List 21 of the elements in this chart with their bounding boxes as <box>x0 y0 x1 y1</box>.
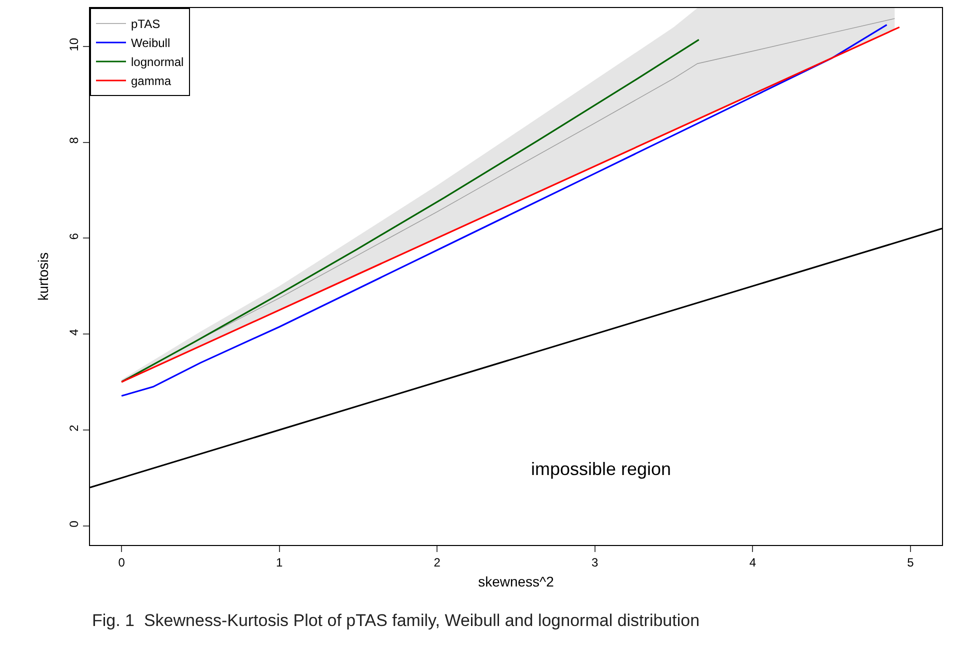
legend-label: Weibull <box>131 36 170 50</box>
y-tick-label: 0 <box>67 520 82 528</box>
x-tick-label: 4 <box>749 555 756 570</box>
legend-label: lognormal <box>131 55 184 70</box>
legend-label: gamma <box>131 74 172 88</box>
x-tick-label: 5 <box>907 555 914 570</box>
y-tick-label: 8 <box>67 136 82 144</box>
y-tick-label: 2 <box>67 424 82 432</box>
y-axis-title: kurtosis <box>34 252 51 301</box>
x-tick-label: 1 <box>276 555 283 570</box>
x-tick-label: 2 <box>434 555 441 570</box>
y-tick-label: 10 <box>67 38 82 52</box>
legend-label: pTAS <box>131 17 160 32</box>
x-tick-label: 3 <box>592 555 599 570</box>
line-series <box>120 38 700 383</box>
y-tick-label: 4 <box>67 328 82 336</box>
y-tick-label: 6 <box>67 232 82 240</box>
x-tick-label: 0 <box>118 555 126 570</box>
annotation: impossible region <box>531 459 672 479</box>
caption: Fig. 1 Skewness-Kurtosis Plot of pTAS family, Weibull and lognormal distribution <box>92 611 700 630</box>
x-axis-title: skewness^2 <box>478 574 554 590</box>
